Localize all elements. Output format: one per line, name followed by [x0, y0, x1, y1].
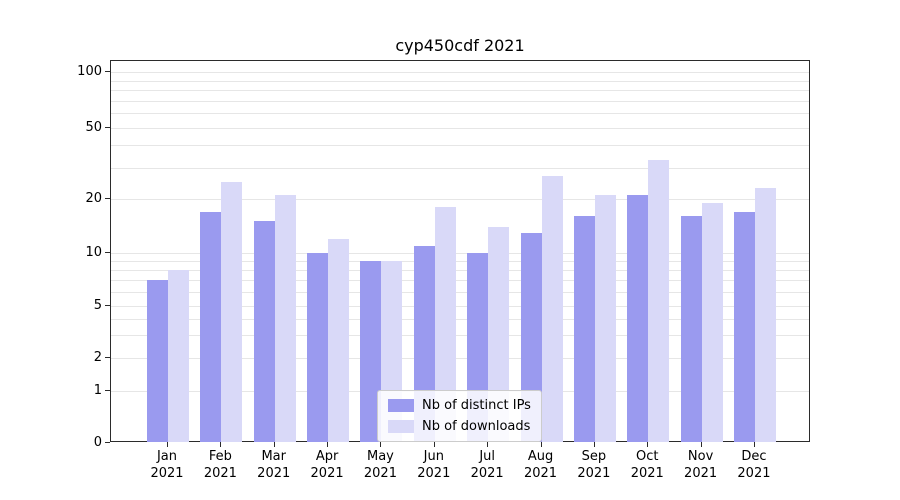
x-tick-label-jul: Jul 2021	[470, 449, 504, 481]
y-tick-label-2: 2	[93, 350, 102, 365]
bar-distinct-ips-mar	[253, 221, 275, 442]
x-tick-label-jan: Jan 2021	[150, 449, 184, 481]
x-tick-mark-jan	[167, 442, 168, 447]
legend-swatch-downloads	[388, 420, 414, 433]
y-tick-mark-20	[105, 198, 110, 199]
legend-swatch-distinct-ips	[388, 399, 414, 412]
legend-item-downloads: Nb of downloads	[388, 419, 531, 434]
gridline-80	[111, 90, 809, 92]
y-tick-mark-50	[105, 127, 110, 128]
y-tick-label-20: 20	[85, 191, 102, 206]
bar-downloads-jan	[168, 270, 189, 442]
gridline-8	[111, 270, 809, 272]
bar-downloads-oct	[648, 160, 670, 442]
x-tick-mark-may	[380, 442, 382, 447]
gridline-60	[111, 113, 809, 115]
gridline-30	[111, 167, 809, 169]
x-tick-mark-oct	[647, 442, 649, 447]
x-tick-label-nov: Nov 2021	[684, 449, 718, 481]
gridline-70	[111, 100, 809, 102]
x-tick-label-apr: Apr 2021	[310, 449, 344, 481]
y-tick-label-100: 100	[77, 64, 102, 79]
gridline-50	[111, 128, 809, 129]
gridline-9	[111, 261, 809, 263]
x-tick-label-may: May 2021	[363, 449, 397, 481]
legend: Nb of distinct IPs Nb of downloads	[377, 390, 542, 442]
x-tick-label-jun: Jun 2021	[417, 449, 451, 481]
bar-distinct-ips-dec	[733, 211, 755, 442]
gridline-100	[111, 72, 809, 73]
legend-item-distinct-ips: Nb of distinct IPs	[388, 398, 531, 413]
gridline-40	[111, 145, 809, 147]
y-tick-mark-0	[105, 442, 110, 443]
x-tick-mark-nov	[700, 442, 702, 447]
gridline-2	[111, 358, 809, 359]
bar-downloads-jul	[488, 226, 510, 442]
bar-distinct-ips-sep	[573, 216, 595, 442]
x-tick-mark-sep	[593, 442, 595, 447]
legend-label-distinct-ips: Nb of distinct IPs	[422, 398, 531, 413]
bar-distinct-ips-oct	[627, 195, 649, 442]
bar-downloads-aug	[541, 175, 563, 442]
bar-distinct-ips-aug	[520, 232, 542, 442]
bar-downloads-mar	[274, 195, 296, 442]
bar-distinct-ips-nov	[680, 216, 702, 442]
x-tick-mark-feb	[220, 442, 222, 447]
x-tick-mark-jun	[433, 442, 435, 447]
x-tick-mark-dec	[753, 442, 755, 447]
x-tick-mark-jul	[487, 442, 489, 447]
bar-distinct-ips-feb	[200, 211, 222, 442]
x-tick-mark-apr	[327, 442, 329, 447]
y-tick-label-50: 50	[85, 120, 102, 135]
x-tick-label-feb: Feb 2021	[203, 449, 237, 481]
y-tick-mark-1	[105, 390, 110, 391]
gridline-3	[111, 334, 809, 336]
x-tick-mark-aug	[540, 442, 542, 447]
y-tick-label-0: 0	[93, 435, 102, 450]
y-tick-label-10: 10	[85, 245, 102, 260]
y-tick-label-5: 5	[93, 298, 102, 313]
y-tick-label-1: 1	[93, 383, 102, 398]
bar-downloads-dec	[754, 188, 776, 442]
plot-area	[110, 60, 810, 442]
x-tick-label-oct: Oct 2021	[630, 449, 664, 481]
bar-distinct-ips-jan	[147, 280, 168, 442]
gridline-10	[111, 253, 809, 254]
gridline-4	[111, 318, 809, 320]
gridline-20	[111, 199, 809, 200]
bar-downloads-feb	[221, 181, 243, 442]
y-tick-mark-5	[105, 305, 110, 306]
x-tick-label-aug: Aug 2021	[523, 449, 558, 481]
chart-title: cyp450cdf 2021	[395, 36, 525, 55]
x-tick-mark-mar	[273, 442, 275, 447]
y-tick-mark-100	[105, 71, 110, 72]
y-tick-mark-10	[105, 252, 110, 253]
bar-downloads-sep	[594, 195, 616, 442]
gridline-6	[111, 292, 809, 294]
x-tick-label-mar: Mar 2021	[257, 449, 291, 481]
x-tick-label-sep: Sep 2021	[577, 449, 611, 481]
legend-label-downloads: Nb of downloads	[422, 419, 531, 434]
bar-distinct-ips-may	[360, 261, 382, 442]
gridline-90	[111, 80, 809, 82]
gridline-5	[111, 306, 809, 307]
x-tick-label-dec: Dec 2021	[737, 449, 771, 481]
gridline-7	[111, 280, 809, 282]
y-tick-mark-2	[105, 357, 110, 358]
bar-downloads-apr	[328, 238, 350, 442]
bar-downloads-jun	[434, 207, 456, 442]
bar-downloads-nov	[701, 202, 723, 442]
bar-distinct-ips-apr	[307, 253, 329, 442]
